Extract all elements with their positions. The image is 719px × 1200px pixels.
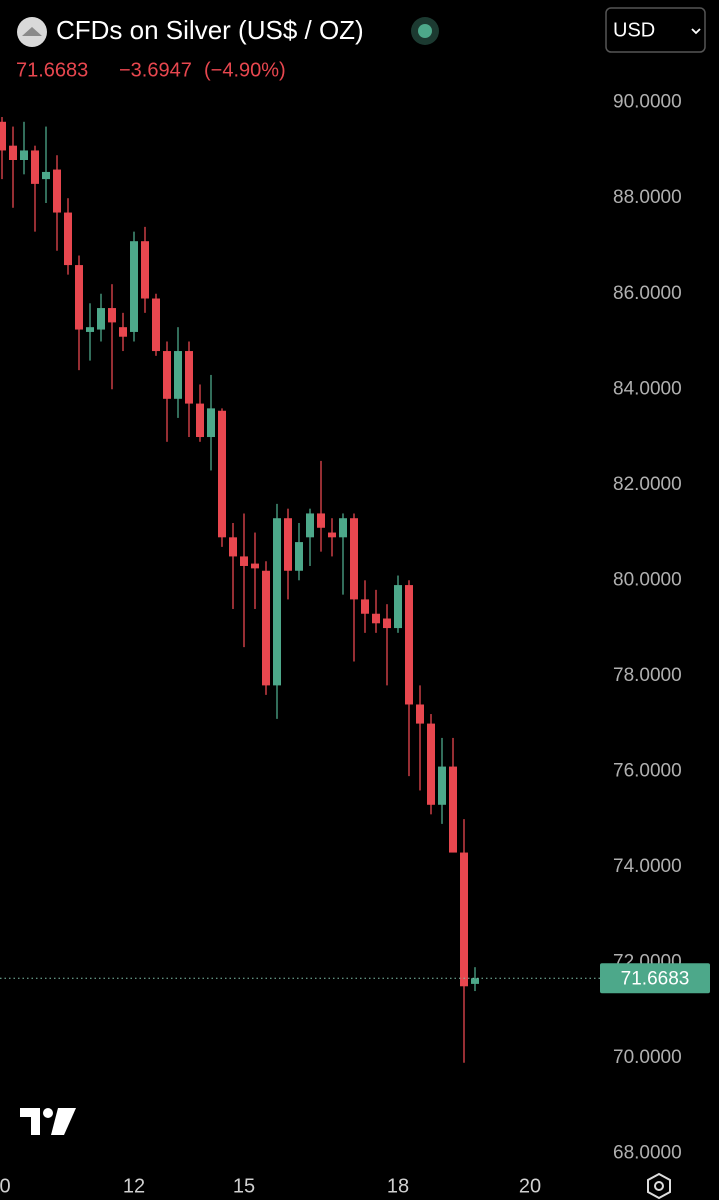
currency-box[interactable] — [605, 7, 706, 53]
candle-body — [174, 351, 182, 399]
candle-body — [119, 327, 127, 337]
candle-body — [20, 150, 28, 161]
x-tick-label: 20 — [519, 1175, 541, 1197]
candle-body — [97, 308, 105, 330]
status-dot — [418, 24, 432, 38]
y-tick-label: 82.0000 — [613, 474, 682, 495]
candle-body — [438, 766, 446, 805]
candle-body — [306, 513, 314, 538]
price-tag-label: 71.6683 — [621, 968, 690, 989]
candle-body — [9, 145, 17, 161]
candle-body — [75, 265, 83, 330]
candle-body — [251, 563, 259, 569]
candle-body — [163, 351, 171, 399]
candle-body — [372, 613, 380, 624]
x-tick-label: 0 — [0, 1175, 11, 1197]
logo-part — [51, 1108, 76, 1135]
candle-body — [273, 518, 281, 686]
settings-icon-center[interactable] — [654, 1181, 664, 1191]
candle-body — [416, 704, 424, 724]
y-tick-label: 68.0000 — [613, 1142, 682, 1163]
x-tick-label: 15 — [233, 1175, 255, 1197]
candle-body — [64, 212, 72, 266]
candle-body — [141, 241, 149, 299]
logo-part — [20, 1108, 40, 1135]
y-tick-label: 74.0000 — [613, 856, 682, 877]
candle-body — [460, 852, 468, 987]
candle-body — [471, 978, 479, 984]
candle-body — [262, 570, 270, 686]
candle-body — [295, 542, 303, 571]
candle-body — [394, 585, 402, 629]
y-tick-label: 84.0000 — [613, 378, 682, 399]
dropdown-arrow[interactable] — [691, 28, 701, 35]
candle-body — [196, 403, 204, 438]
y-tick-label: 70.0000 — [613, 1047, 682, 1068]
candle-body — [42, 171, 50, 180]
candle-body — [328, 532, 336, 538]
candle-body — [218, 410, 226, 538]
candle-body — [383, 618, 391, 629]
candle-body — [405, 585, 413, 705]
candle-body — [350, 518, 358, 600]
candle-body — [108, 308, 116, 323]
y-tick-label: 80.0000 — [613, 569, 682, 590]
y-tick-label: 88.0000 — [613, 187, 682, 208]
plot: 68.000070.000072.000074.000076.000078.00… — [0, 92, 710, 1197]
currency-label[interactable]: USD — [613, 19, 655, 41]
price-tag — [600, 963, 710, 994]
candle-body — [53, 169, 61, 213]
candle-body — [31, 150, 39, 184]
candle-body — [449, 766, 457, 853]
y-tick-label: 78.0000 — [613, 665, 682, 686]
candle-body — [185, 351, 193, 404]
symbol-icon-shape — [22, 27, 42, 36]
logo-part — [43, 1108, 53, 1118]
y-tick-label: 76.0000 — [613, 760, 682, 781]
candle-body — [86, 327, 94, 332]
candle-body — [339, 518, 347, 538]
price-change: −3.6947 — [119, 59, 192, 81]
chart-title: CFDs on Silver (US$ / OZ) — [56, 15, 364, 45]
last-price: 71.6683 — [16, 59, 88, 81]
candle-body — [240, 556, 248, 566]
x-tick-label: 18 — [387, 1175, 409, 1197]
settings-icon[interactable] — [647, 1172, 671, 1200]
candle-body — [361, 599, 369, 614]
x-tick-label: 12 — [123, 1175, 145, 1197]
tradingview-logo — [20, 1108, 76, 1135]
candle-body — [427, 723, 435, 805]
y-tick-label: 90.0000 — [613, 92, 682, 113]
y-tick-label: 86.0000 — [613, 283, 682, 304]
candle-body — [130, 241, 138, 332]
candle-body — [207, 408, 215, 438]
currency-select[interactable]: USD — [605, 7, 706, 53]
settings-button[interactable] — [647, 1172, 671, 1200]
candle-body — [229, 537, 237, 557]
candle-body — [284, 518, 292, 571]
candle-body — [317, 513, 325, 528]
candle-body — [152, 298, 160, 352]
candle-body — [0, 121, 6, 151]
price-change-pct: (−4.90%) — [204, 59, 286, 81]
